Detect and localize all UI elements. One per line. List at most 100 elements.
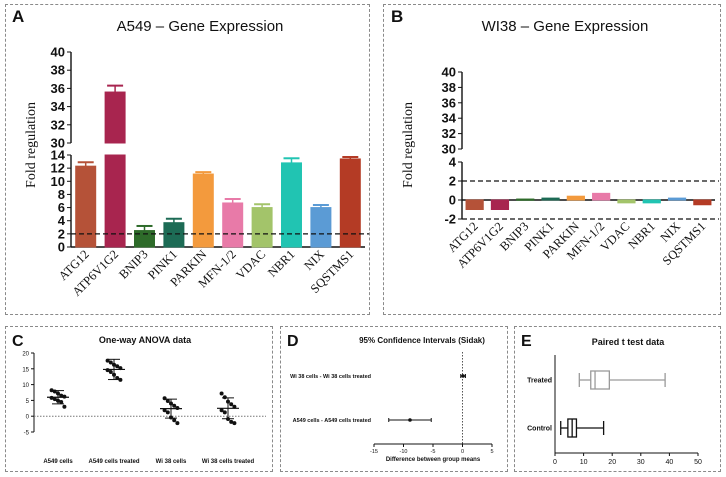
- y-tick-label: 12: [51, 161, 65, 176]
- panel-e: [514, 326, 721, 472]
- y-tick-label: 14: [51, 148, 66, 163]
- y-tick-label: 34: [51, 99, 66, 114]
- y-tick-label: 4: [58, 213, 66, 228]
- x-tick-label: 0: [461, 449, 464, 455]
- chart-title: A549 – Gene Expression: [117, 18, 284, 35]
- box: [590, 370, 610, 390]
- x-tick-label: 5: [490, 449, 493, 455]
- y-tick-label: 34: [442, 111, 457, 126]
- row-label: A549 cells - A549 cells treated: [293, 418, 371, 424]
- y-tick-label: 30: [51, 136, 65, 151]
- row-label: Treated: [527, 378, 552, 385]
- data-point: [219, 391, 224, 396]
- mean-point: [461, 374, 465, 378]
- data-point: [118, 377, 123, 382]
- x-tick-label: 0: [553, 459, 557, 466]
- data-point: [115, 364, 120, 369]
- data-point: [229, 419, 234, 424]
- panel-a: [5, 4, 370, 315]
- x-tick-label: -10: [400, 449, 408, 455]
- bar: [541, 197, 560, 201]
- x-tick-label: A549 cells treated: [88, 459, 139, 465]
- data-point: [59, 399, 64, 404]
- bar: [592, 192, 611, 201]
- row-label: Control: [527, 426, 552, 433]
- bar: [693, 199, 712, 206]
- y-tick-label: 6: [58, 200, 65, 215]
- bar: [465, 199, 484, 210]
- chart-title: One-way ANOVA data: [99, 335, 192, 345]
- y-tick-label: 2: [58, 226, 65, 241]
- data-point: [172, 418, 177, 423]
- bar: [516, 198, 535, 201]
- data-point: [49, 388, 54, 393]
- data-point: [229, 402, 234, 407]
- data-point: [219, 408, 224, 413]
- y-tick-label: 32: [51, 117, 65, 132]
- x-tick-label: 20: [608, 459, 616, 466]
- panel-label-e: E: [521, 333, 532, 350]
- bar: [104, 154, 126, 248]
- x-axis-label: Difference between group means: [386, 457, 481, 463]
- mean-point: [408, 418, 412, 422]
- chart-title: Paired t test data: [592, 337, 666, 347]
- y-tick-label: 10: [22, 383, 29, 389]
- bar: [642, 199, 661, 204]
- y-tick-label: 32: [442, 126, 456, 141]
- data-point: [175, 421, 180, 426]
- data-point: [108, 369, 113, 374]
- x-tick-label: Wi 38 cells: [156, 459, 187, 465]
- x-tick-label: 40: [666, 459, 674, 466]
- y-tick-label: -5: [24, 431, 30, 437]
- row-label: Wi 38 cells - Wi 38 cells treated: [290, 374, 371, 380]
- data-point: [62, 404, 67, 409]
- panel-label-d: D: [287, 333, 299, 350]
- y-tick-label: 2: [449, 174, 456, 189]
- panel-label-c: C: [12, 333, 24, 350]
- y-tick-label: 36: [442, 95, 456, 110]
- y-tick-label: 0: [58, 240, 65, 255]
- data-point: [165, 399, 170, 404]
- data-point: [172, 403, 177, 408]
- x-tick-label: -5: [431, 449, 436, 455]
- data-point: [232, 421, 237, 426]
- x-tick-label: -15: [370, 449, 378, 455]
- panel-d: [280, 326, 508, 472]
- y-tick-label: 38: [51, 63, 65, 78]
- y-tick-label: 15: [22, 367, 29, 373]
- data-point: [115, 375, 120, 380]
- data-point: [165, 410, 170, 415]
- panel-b: [383, 4, 721, 315]
- data-point: [222, 410, 227, 415]
- x-tick-label: 30: [637, 459, 645, 466]
- bar: [566, 195, 585, 201]
- y-tick-label: 38: [442, 80, 456, 95]
- y-tick-label: -2: [444, 212, 456, 227]
- y-axis-label: Fold regulation: [401, 102, 416, 188]
- bar: [617, 199, 636, 204]
- panel-label-b: B: [391, 7, 403, 26]
- y-axis-label: Fold regulation: [24, 102, 39, 188]
- bar: [490, 199, 510, 210]
- y-tick-label: 40: [442, 65, 456, 80]
- chart-title: 95% Confidence Intervals (Sidak): [359, 336, 485, 345]
- chart-title: WI38 – Gene Expression: [482, 18, 649, 35]
- x-tick-label: A549 cells: [43, 459, 73, 465]
- y-tick-label: 5: [26, 399, 30, 405]
- y-tick-label: 0: [26, 415, 30, 421]
- x-tick-label: Wi 38 cells treated: [202, 459, 255, 465]
- data-point: [108, 360, 113, 365]
- bar: [667, 197, 687, 201]
- y-tick-label: 4: [449, 155, 457, 170]
- x-tick-label: 10: [580, 459, 588, 466]
- y-tick-label: 36: [51, 81, 65, 96]
- panel-label-a: A: [12, 7, 24, 26]
- data-point: [52, 397, 57, 402]
- y-tick-label: 40: [51, 45, 65, 60]
- y-tick-label: 10: [51, 174, 65, 189]
